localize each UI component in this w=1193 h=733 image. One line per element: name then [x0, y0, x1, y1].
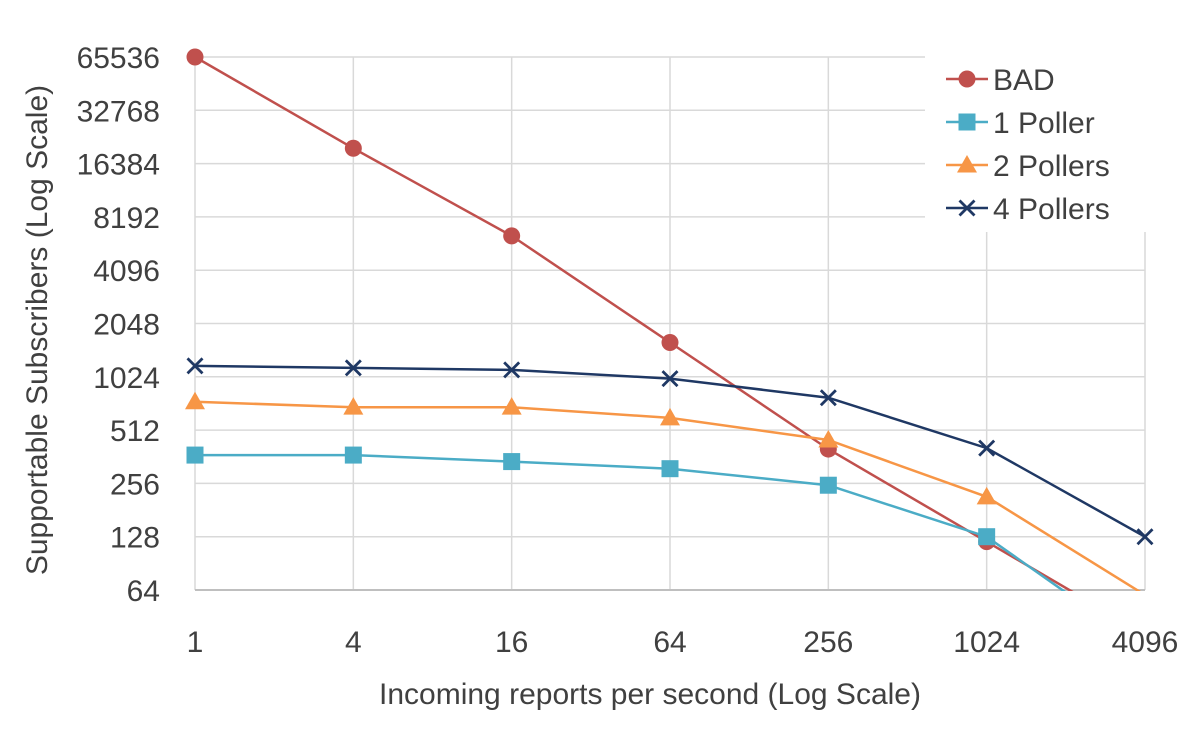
y-tick-label: 4096 [93, 255, 160, 288]
y-tick-label: 256 [110, 468, 160, 501]
x-tick-labels: 1 4 16 64 256 1024 4096 [187, 626, 1179, 659]
data-point [344, 359, 362, 377]
legend-label: BAD [993, 64, 1055, 97]
y-tick-label: 8192 [93, 202, 160, 235]
data-point [661, 370, 679, 388]
y-tick-label: 64 [127, 575, 160, 608]
data-point [343, 397, 364, 415]
data-point [819, 476, 837, 494]
x-tick-label: 256 [803, 626, 853, 659]
x-tick-label: 16 [495, 626, 528, 659]
legend-marker [958, 199, 976, 217]
y-tick-label: 1024 [93, 362, 160, 395]
x-tick-label: 4 [345, 626, 362, 659]
data-point [503, 361, 521, 379]
y-tick-label: 2048 [93, 309, 160, 342]
x-axis-title: Incoming reports per second (Log Scale) [379, 678, 921, 711]
y-tick-label: 16384 [77, 149, 160, 182]
data-point [186, 357, 204, 375]
data-point [1136, 528, 1154, 546]
data-point [976, 486, 997, 505]
data-point [503, 227, 521, 245]
data-point [660, 407, 680, 426]
y-tick-label: 128 [110, 522, 160, 555]
data-point [503, 453, 521, 471]
legend: BAD 1 Poller 2 Pollers 4 Pollers [925, 52, 1175, 232]
data-point [978, 439, 996, 457]
legend-label: 2 Pollers [993, 150, 1110, 183]
data-point [661, 333, 679, 351]
legend-marker [957, 155, 977, 173]
data-point [501, 397, 522, 415]
y-tick-label: 512 [110, 415, 160, 448]
legend-marker [958, 113, 976, 131]
legend-marker [958, 70, 976, 88]
y-tick-labels: 64 128 256 512 1024 2048 4096 8192 16384 32768 655… [77, 42, 160, 608]
y-axis-title: Supportable Subscribers (Log Scale) [21, 85, 54, 575]
data-point [661, 460, 679, 478]
legend-label: 4 Pollers [993, 193, 1110, 226]
marker-group [185, 48, 1154, 551]
x-tick-label: 1 [187, 626, 204, 659]
x-tick-label: 64 [653, 626, 686, 659]
data-point [344, 446, 362, 464]
y-tick-label: 65536 [77, 42, 160, 75]
data-point [186, 48, 204, 66]
data-point [818, 430, 839, 448]
data-point [185, 391, 205, 410]
data-point [819, 389, 837, 407]
data-point [344, 139, 362, 157]
data-point [978, 528, 996, 546]
legend-label: 1 Poller [993, 107, 1095, 140]
y-tick-label: 32768 [77, 95, 160, 128]
x-tick-label: 4096 [1112, 626, 1179, 659]
x-tick-label: 1024 [953, 626, 1020, 659]
data-point [186, 446, 204, 464]
